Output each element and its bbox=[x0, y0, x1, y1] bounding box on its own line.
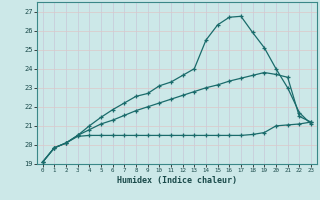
X-axis label: Humidex (Indice chaleur): Humidex (Indice chaleur) bbox=[117, 176, 237, 185]
